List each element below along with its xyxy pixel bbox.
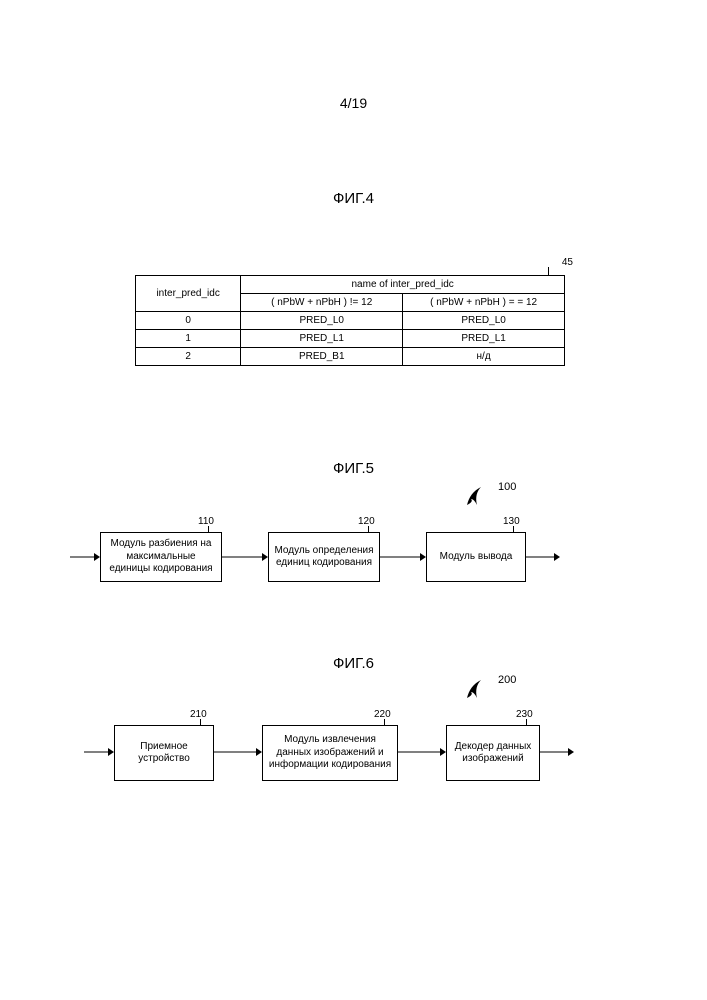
fig4-h-col1: inter_pred_idc xyxy=(136,276,241,312)
page: 4/19 ФИГ.4 45 inter_pred_idc name of int… xyxy=(0,0,707,1000)
fig6-block220: Модуль извлечения данных изображений и и… xyxy=(262,725,398,781)
fig6-flowchart: 200 210 Приемное устройство 220 Модуль и… xyxy=(90,693,620,823)
arrow-icon xyxy=(398,747,446,759)
fig6-title: ФИГ.6 xyxy=(0,655,707,672)
fig4-cell: PRED_L1 xyxy=(403,330,565,348)
fig4-h-col2: ( nPbW + nPbH ) != 12 xyxy=(241,294,403,312)
table-row: 1 PRED_L1 PRED_L1 xyxy=(136,330,565,348)
fig5-block130: Модуль вывода xyxy=(426,532,526,582)
fig5-flowchart: 100 110 Модуль разбиения на максимальные… xyxy=(90,500,620,620)
fig4-cell: 2 xyxy=(136,348,241,366)
arrow-icon xyxy=(70,552,100,564)
fig6-block210: Приемное устройство xyxy=(114,725,214,781)
arrow-icon xyxy=(214,747,262,759)
table-row: 0 PRED_L0 PRED_L0 xyxy=(136,312,565,330)
fig4-ref-label: 45 xyxy=(562,257,573,268)
fig6-ref-label: 200 xyxy=(498,674,516,686)
page-number: 4/19 xyxy=(0,95,707,111)
fig5-block110-text: Модуль разбиения на максимальные единицы… xyxy=(105,538,217,576)
fig6-block210-text: Приемное устройство xyxy=(119,741,209,766)
fig4-cell: PRED_B1 xyxy=(241,348,403,366)
fig4-cell: 1 xyxy=(136,330,241,348)
fig4-table: inter_pred_idc name of inter_pred_idc ( … xyxy=(135,275,565,366)
fig5-block110: Модуль разбиения на максимальные единицы… xyxy=(100,532,222,582)
fig4-cell: PRED_L0 xyxy=(403,312,565,330)
fig4-cell: PRED_L1 xyxy=(241,330,403,348)
fig5-block130-text: Модуль вывода xyxy=(440,551,513,564)
fig4-cell: 0 xyxy=(136,312,241,330)
fig6-block230: Декодер данных изображений xyxy=(446,725,540,781)
fig4-title: ФИГ.4 xyxy=(0,190,707,207)
arrow-icon xyxy=(526,552,560,564)
fig5-block120-text: Модуль определения единиц кодирования xyxy=(273,545,375,570)
arrow-icon xyxy=(222,552,268,564)
arrow-icon xyxy=(540,747,574,759)
fig4-h-span: name of inter_pred_idc xyxy=(241,276,565,294)
fig5-title: ФИГ.5 xyxy=(0,460,707,477)
fig6-block230-text: Декодер данных изображений xyxy=(451,741,535,766)
fig4-cell: н/д xyxy=(403,348,565,366)
arrow-icon xyxy=(84,747,114,759)
fig4-ref-tick xyxy=(548,267,557,276)
fig4-cell: PRED_L0 xyxy=(241,312,403,330)
fig4-h-col3: ( nPbW + nPbH ) = = 12 xyxy=(403,294,565,312)
fig6-block220-text: Модуль извлечения данных изображений и и… xyxy=(267,734,393,772)
table-row: 2 PRED_B1 н/д xyxy=(136,348,565,366)
fig5-ref-arrow-icon xyxy=(465,485,495,509)
fig5-block120: Модуль определения единиц кодирования xyxy=(268,532,380,582)
fig5-ref-label: 100 xyxy=(498,481,516,493)
arrow-icon xyxy=(380,552,426,564)
fig4-table-wrap: 45 inter_pred_idc name of inter_pred_idc… xyxy=(135,275,565,366)
fig6-ref-arrow-icon xyxy=(465,678,495,702)
